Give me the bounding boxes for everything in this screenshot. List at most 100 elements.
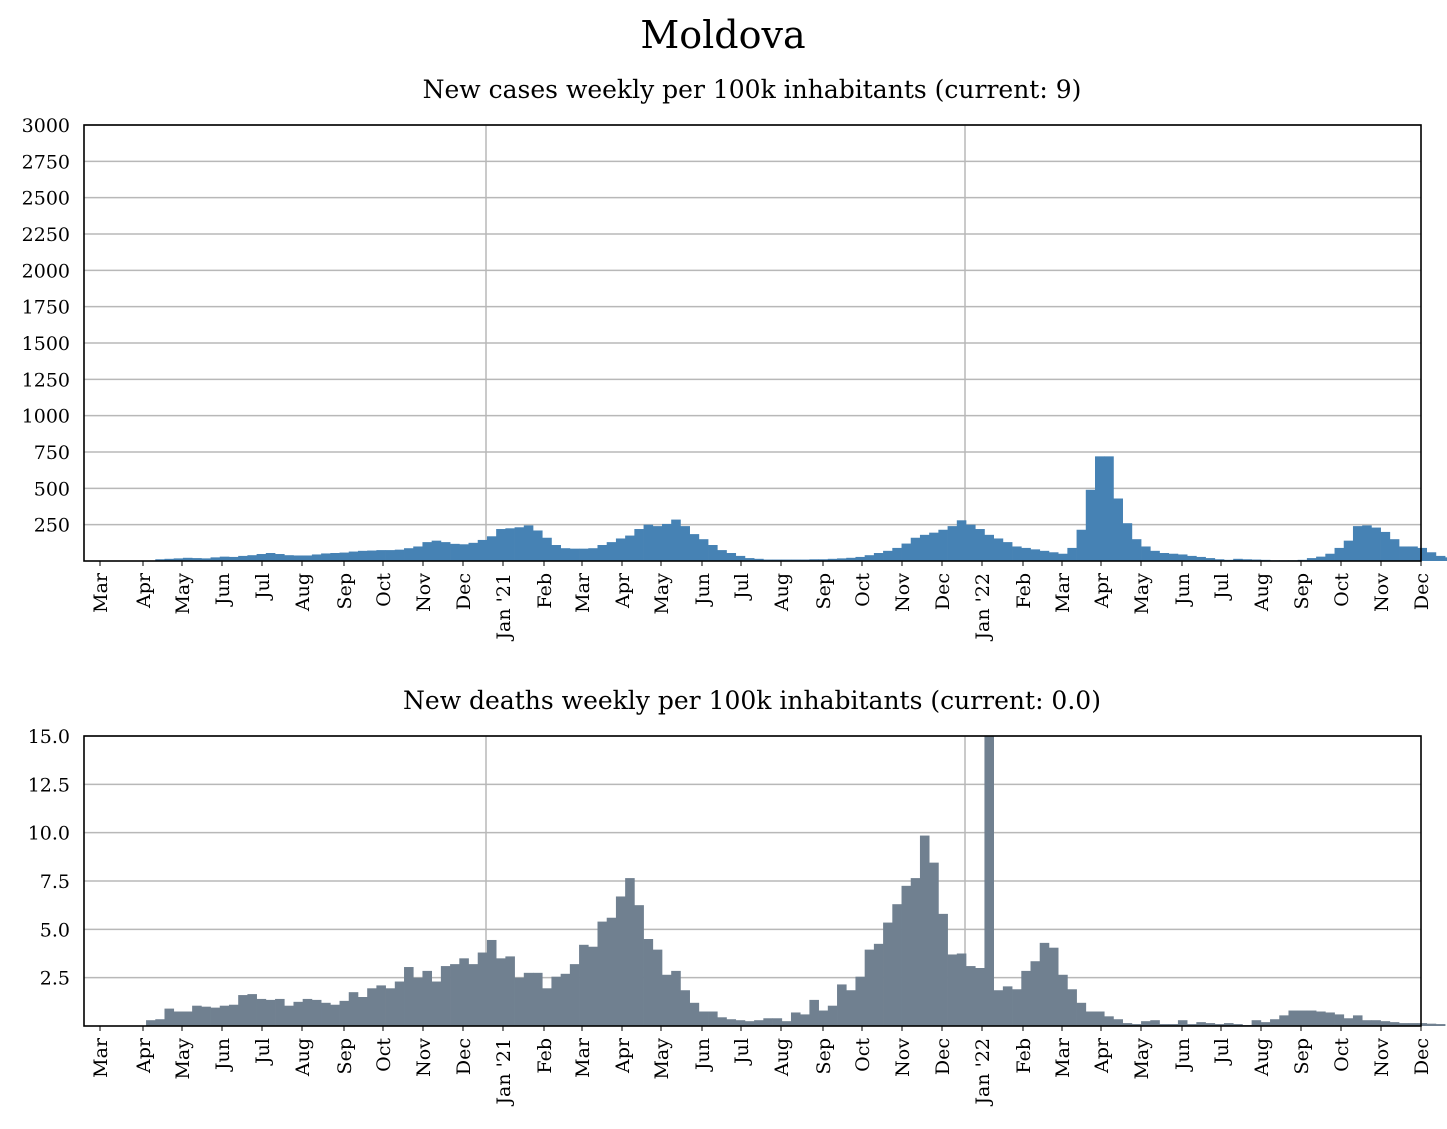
deaths-bar xyxy=(966,966,976,1026)
cases-bar xyxy=(330,553,340,561)
deaths-x-tick-label: Apr xyxy=(1091,1037,1113,1074)
deaths-bar xyxy=(864,949,875,1026)
cases-bar xyxy=(1445,557,1447,561)
deaths-axes: 2.5 5.0 7.5 10.0 12.5 15.0 Mar Apr May Jun Jul Aug S… xyxy=(28,726,1433,1107)
deaths-bar xyxy=(1058,974,1068,1026)
deaths-bar xyxy=(910,878,921,1026)
deaths-bar xyxy=(689,1002,700,1026)
cases-bar xyxy=(883,550,893,561)
deaths-bar xyxy=(1039,942,1050,1026)
deaths-bar xyxy=(1399,1023,1409,1026)
deaths-bar xyxy=(744,1021,755,1026)
deaths-x-tick-label: Mar xyxy=(572,1037,594,1078)
deaths-bar xyxy=(680,990,690,1026)
cases-bar xyxy=(219,556,230,561)
deaths-bar xyxy=(1122,1023,1133,1026)
deaths-bar xyxy=(717,1017,727,1026)
cases-bar xyxy=(1306,558,1317,561)
cases-x-tick-label: Nov xyxy=(1371,573,1393,612)
deaths-bar xyxy=(938,913,948,1026)
cases-x-tick-label: Feb xyxy=(1013,573,1035,609)
cases-bar xyxy=(1435,555,1446,561)
deaths-bar xyxy=(1362,1020,1372,1026)
cases-bar xyxy=(744,558,755,561)
deaths-bar xyxy=(671,970,681,1026)
deaths-bar xyxy=(1306,1010,1317,1026)
cases-bar xyxy=(864,555,875,561)
cases-bar xyxy=(892,547,902,561)
cases-x-tick-label: Mar xyxy=(572,572,594,613)
cases-bar xyxy=(1371,527,1381,561)
deaths-bar xyxy=(975,968,985,1026)
deaths-bar xyxy=(1187,1024,1197,1026)
deaths-x-tick-label: Dec xyxy=(1411,1038,1433,1075)
deaths-bar xyxy=(1048,947,1059,1026)
deaths-x-tick-label: Jun xyxy=(692,1038,714,1072)
deaths-bar xyxy=(256,998,267,1026)
cases-bar xyxy=(588,548,598,561)
deaths-bar xyxy=(579,944,589,1026)
cases-x-tick-label: Apr xyxy=(133,572,155,609)
cases-bar xyxy=(569,548,580,561)
cases-panel: New cases weekly per 100k inhabitants (c… xyxy=(22,75,1447,642)
cases-x-tick-label: Oct xyxy=(852,573,874,607)
cases-x-tick-label: Jul xyxy=(1211,573,1233,601)
deaths-bar xyxy=(1168,1024,1179,1026)
cases-bar xyxy=(901,543,912,561)
cases-bar xyxy=(1039,550,1050,561)
deaths-bar xyxy=(155,1019,165,1026)
deaths-bar xyxy=(1196,1022,1206,1026)
cases-x-tick-label: May xyxy=(651,573,673,615)
cases-bar xyxy=(1095,456,1105,561)
deaths-bar xyxy=(247,994,257,1026)
cases-bar xyxy=(486,536,497,561)
cases-bar xyxy=(477,539,488,561)
cases-x-tick-label: Feb xyxy=(534,573,556,609)
deaths-bar xyxy=(265,999,276,1026)
deaths-bar xyxy=(477,952,488,1026)
cases-bar xyxy=(302,555,313,561)
deaths-bar xyxy=(772,1018,783,1026)
cases-bar xyxy=(523,525,534,561)
cases-bar xyxy=(1104,456,1114,561)
deaths-bar xyxy=(422,970,433,1026)
cases-y-tick-label: 2250 xyxy=(22,224,70,246)
cases-x-tick-label: Oct xyxy=(373,573,395,607)
cases-bar xyxy=(919,534,930,561)
deaths-bar xyxy=(486,939,497,1026)
cases-x-tick-label: Oct xyxy=(1331,573,1353,607)
cases-bar xyxy=(182,557,193,561)
deaths-x-tick-label: Aug xyxy=(292,1038,314,1077)
deaths-bar xyxy=(173,1011,184,1026)
deaths-bar xyxy=(210,1007,221,1026)
cases-bar xyxy=(228,556,239,561)
cases-bar xyxy=(966,524,976,561)
cases-x-tick-label: May xyxy=(172,573,194,615)
cases-bar xyxy=(579,548,589,561)
cases-plot-frame xyxy=(83,124,1422,562)
cases-bar xyxy=(210,557,221,561)
deaths-bar xyxy=(284,1005,294,1026)
cases-bar xyxy=(643,524,654,561)
deaths-bar xyxy=(238,995,248,1026)
deaths-bar xyxy=(228,1004,239,1026)
deaths-x-tick-label: May xyxy=(1131,1038,1153,1080)
deaths-bar xyxy=(1270,1019,1280,1026)
deaths-bar xyxy=(1030,961,1041,1026)
cases-x-tick-label: Dec xyxy=(453,573,475,610)
cases-bar xyxy=(1205,558,1216,561)
deaths-x-tick-label: Dec xyxy=(932,1038,954,1075)
deaths-bar xyxy=(827,1005,838,1026)
cases-y-tick-label: 1250 xyxy=(22,369,70,391)
cases-bar xyxy=(275,554,285,561)
cases-y-tick-label: 500 xyxy=(34,478,70,500)
cases-bar xyxy=(873,553,884,561)
deaths-plot-frame xyxy=(83,735,1422,1027)
deaths-bar xyxy=(192,1005,202,1026)
cases-bar xyxy=(956,520,967,561)
cases-bar xyxy=(1177,554,1188,561)
deaths-x-tick-label: Nov xyxy=(413,1038,435,1077)
cases-x-tick-label: Apr xyxy=(1091,572,1113,609)
cases-bar xyxy=(726,553,737,561)
